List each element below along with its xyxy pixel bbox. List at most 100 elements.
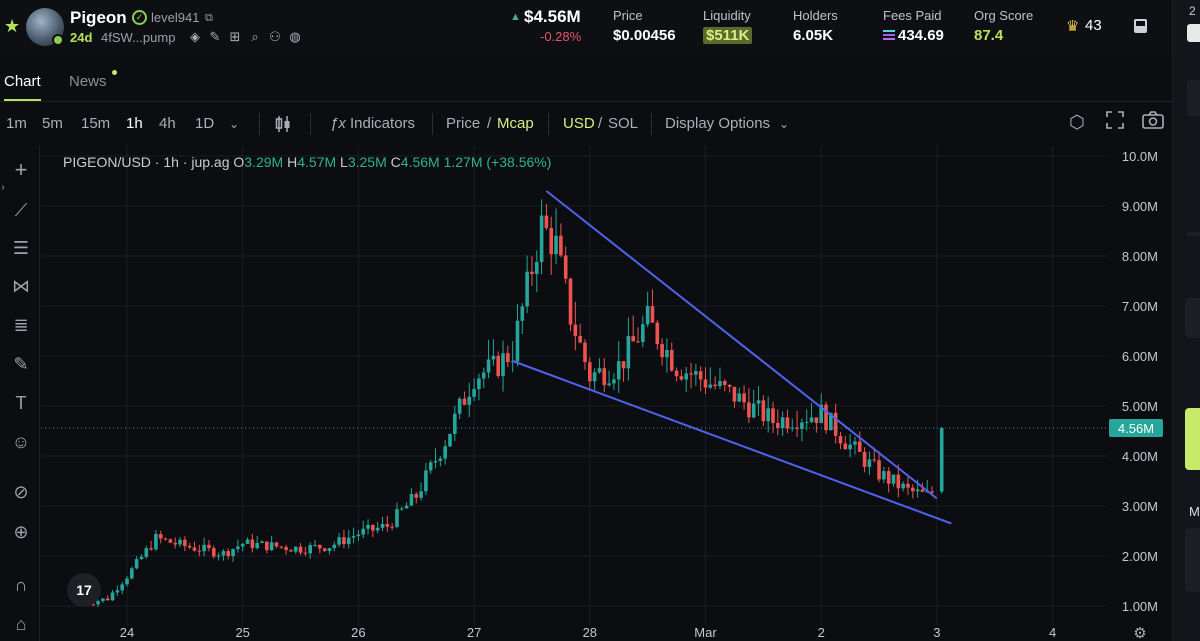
emoji-icon[interactable]: ☺: [11, 432, 31, 452]
candle-body: [882, 471, 886, 480]
side-panel-card[interactable]: [1187, 80, 1200, 116]
candle-body: [284, 546, 288, 551]
side-panel: 2 M: [1172, 0, 1200, 641]
candle-body: [356, 534, 361, 537]
candle-body: [809, 417, 814, 422]
side-panel-button[interactable]: [1187, 24, 1200, 42]
stat-value: 434.69: [898, 27, 944, 44]
lock-icon[interactable]: ⌂: [15, 614, 27, 634]
interval-1d[interactable]: 1D: [195, 115, 215, 132]
user-icon[interactable]: ⚇: [269, 29, 281, 44]
tab-news[interactable]: News: [69, 73, 107, 90]
interval-1h[interactable]: 1h: [126, 115, 143, 132]
candle-body: [616, 361, 621, 380]
display-options-chevron-down-icon[interactable]: ⌄: [779, 117, 790, 131]
side-panel-card[interactable]: [1185, 298, 1200, 338]
indicators-fx-icon[interactable]: ƒx: [330, 115, 346, 132]
intervals-chevron-down-icon[interactable]: ⌄: [229, 117, 240, 131]
candle-body: [96, 601, 100, 605]
candle-body: [192, 547, 197, 551]
price-toggle[interactable]: Price: [446, 115, 481, 132]
candle-body: [448, 433, 452, 447]
candle-body: [780, 417, 785, 428]
candle-body: [173, 542, 178, 545]
tag-icon[interactable]: ◈: [190, 29, 200, 44]
stat-label: Liquidity: [703, 8, 751, 23]
creator-name[interactable]: level941: [151, 10, 200, 25]
candle-body: [501, 353, 505, 377]
time-tick-label: 28: [583, 625, 597, 640]
candle-type-icon[interactable]: [275, 115, 291, 137]
candle-body: [906, 483, 910, 488]
candle-body: [698, 371, 703, 380]
toolbar-divider: [310, 113, 311, 135]
price-tick-label: 3.00M: [1122, 499, 1158, 514]
legend-change: 1.27M (+38.56%): [443, 154, 552, 170]
display-options-button[interactable]: Display Options: [665, 115, 771, 132]
candle-body: [346, 537, 351, 545]
interval-5m[interactable]: 5m: [42, 115, 63, 132]
side-panel-buy-button[interactable]: [1185, 408, 1200, 470]
stat-label: Price: [613, 8, 643, 23]
crown-icon[interactable]: ♛: [1066, 18, 1080, 35]
candle-body: [776, 422, 780, 428]
zoom-in-icon[interactable]: ⊕: [13, 522, 29, 542]
horizontal-lines-icon[interactable]: ☰: [12, 238, 30, 258]
tradingview-logo[interactable]: 17: [67, 573, 101, 607]
side-panel-card[interactable]: [1185, 528, 1200, 592]
crown-count[interactable]: 43: [1085, 17, 1102, 34]
candle-body: [920, 489, 925, 492]
sol-toggle[interactable]: SOL: [608, 115, 639, 132]
fullscreen-icon[interactable]: [1106, 111, 1124, 133]
candle-body: [862, 451, 867, 467]
side-panel-divider: [1187, 232, 1200, 236]
fib-retracement-icon[interactable]: ≣: [13, 315, 29, 335]
side-panel-text: M: [1189, 504, 1200, 519]
search-icon[interactable]: ⌕: [251, 29, 259, 44]
apps-icon[interactable]: ⊞: [229, 29, 241, 44]
usd-toggle[interactable]: USD: [563, 115, 595, 132]
candle-body: [163, 538, 168, 540]
interval-1m[interactable]: 1m: [6, 115, 27, 132]
text-tool-icon[interactable]: T: [15, 393, 27, 413]
price-chart[interactable]: 1.00M 2.00M 3.00M 4.00M 5.00M 6.00M 7.00M 8.00M…: [41, 146, 1172, 641]
candle-body: [154, 534, 158, 550]
market-cap-change: -0.28%: [540, 29, 582, 44]
indicators-button[interactable]: Indicators: [350, 115, 416, 132]
trend-line-icon[interactable]: ⟋: [14, 200, 28, 220]
tools-expand-chevron-icon[interactable]: ›: [1, 182, 5, 193]
ruler-icon[interactable]: ⊘: [13, 482, 29, 502]
crosshair-icon[interactable]: +: [14, 157, 28, 182]
candle-body: [694, 371, 698, 375]
favorite-star-icon[interactable]: ★: [4, 16, 21, 36]
brush-icon[interactable]: ✎: [13, 354, 29, 374]
candle-body: [713, 384, 717, 387]
time-tick-label: 26: [351, 625, 365, 640]
candle-body: [901, 483, 905, 489]
candle-body: [641, 324, 645, 343]
chart-legend: PIGEON/USD · 1h · jup.ag O3.29M H4.57M L…: [63, 154, 551, 170]
magnet-icon[interactable]: ∩: [14, 575, 28, 595]
candle-body: [385, 524, 390, 527]
candle-body: [674, 370, 679, 377]
token-address[interactable]: 4fSW...pump: [101, 30, 176, 45]
settings-hexagon-icon[interactable]: ⬡: [1069, 112, 1085, 132]
camera-icon[interactable]: [1142, 111, 1164, 133]
candle-body: [751, 403, 756, 418]
layout-toggle-icon[interactable]: [1134, 19, 1147, 33]
tab-chart[interactable]: Chart: [4, 73, 41, 101]
globe-icon[interactable]: ◍: [289, 29, 301, 44]
copy-icon[interactable]: ⧉: [205, 12, 213, 24]
candle-body: [144, 548, 149, 557]
chart-canvas[interactable]: 1.00M 2.00M 3.00M 4.00M 5.00M 6.00M 7.00M 8.00M…: [41, 146, 1172, 641]
legend-symbol: PIGEON/USD · 1h · jup.ag: [63, 154, 230, 170]
pattern-icon[interactable]: ⋈: [12, 276, 30, 296]
interval-4h[interactable]: 4h: [159, 115, 176, 132]
stat-fees-paid: Fees Paid 434.69: [883, 8, 944, 45]
candle-body: [250, 539, 255, 549]
edit-icon[interactable]: ✎: [209, 29, 221, 44]
interval-15m[interactable]: 15m: [81, 115, 111, 132]
candle-body: [279, 546, 284, 548]
mcap-toggle[interactable]: Mcap: [497, 115, 534, 132]
time-tick-label: Mar: [694, 625, 717, 640]
